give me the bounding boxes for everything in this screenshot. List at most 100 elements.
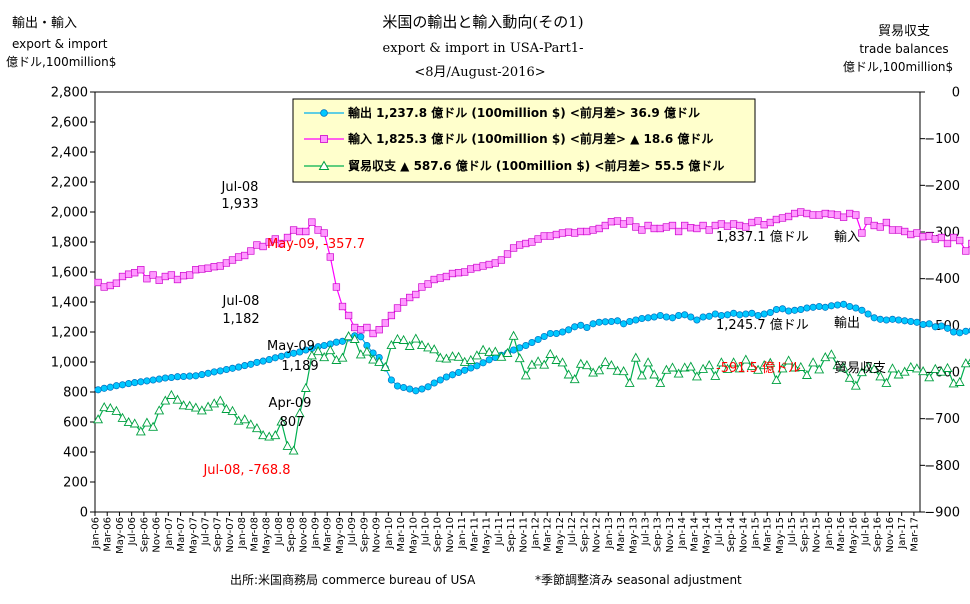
- data-point: [118, 272, 127, 281]
- data-point: [937, 233, 946, 242]
- data-point: [160, 395, 171, 405]
- x-tick-label: Mar-14: [689, 517, 700, 552]
- data-point: [100, 384, 108, 392]
- data-point: [630, 352, 641, 362]
- data-point: [905, 361, 916, 371]
- data-point: [282, 440, 293, 450]
- data-point: [325, 345, 336, 355]
- data-point: [753, 364, 764, 374]
- data-point: [235, 363, 243, 371]
- data-point: [137, 378, 145, 386]
- end-label-export-name: 輸出: [834, 316, 860, 331]
- x-tick-label: Jul-11: [494, 517, 505, 546]
- x-axis-ticks: Jan-06 Mar-06 May-06 Jul-06 Sep-06 Nov-06 Jan-…: [91, 512, 920, 554]
- data-point: [827, 210, 836, 218]
- data-point: [332, 338, 340, 346]
- left-axis-title-1: 輸出・輸入: [12, 16, 77, 31]
- data-point: [613, 217, 622, 225]
- data-point: [667, 362, 678, 372]
- data-point: [699, 221, 707, 230]
- data-point: [600, 356, 611, 366]
- data-point: [447, 351, 458, 361]
- data-point: [809, 303, 817, 311]
- data-point: [722, 363, 733, 373]
- data-point: [99, 402, 110, 412]
- data-point: [423, 342, 434, 352]
- data-point: [228, 364, 237, 372]
- data-point: [856, 367, 867, 377]
- data-point: [276, 416, 287, 426]
- data-point: [251, 423, 262, 433]
- data-point: [308, 218, 316, 226]
- data-point: [124, 270, 133, 278]
- data-point: [510, 346, 518, 354]
- data-point: [791, 209, 799, 218]
- data-point: [881, 377, 892, 387]
- data-point: [919, 233, 927, 241]
- data-point: [398, 334, 409, 344]
- x-tick-label: May-08: [262, 517, 273, 554]
- data-point: [467, 364, 475, 372]
- data-point: [674, 227, 683, 236]
- data-point: [247, 360, 255, 368]
- x-tick-label: Jul-12: [567, 517, 578, 546]
- data-point: [864, 217, 872, 225]
- right-tick-label: −700: [924, 412, 960, 427]
- data-point: [675, 311, 683, 320]
- data-point: [607, 317, 615, 326]
- data-point: [846, 302, 854, 311]
- data-point: [320, 341, 328, 350]
- data-point: [545, 348, 556, 358]
- right-tick-label: −900: [924, 506, 960, 521]
- x-tick-label: Nov-11: [518, 517, 529, 553]
- data-point: [94, 386, 102, 394]
- data-point: [870, 314, 878, 322]
- left-tick-label: 600: [63, 416, 88, 431]
- data-point: [943, 239, 952, 248]
- data-point: [436, 376, 444, 384]
- end-label-balance-value: -591.5 億ドル: [716, 360, 801, 376]
- data-point: [765, 357, 776, 367]
- data-point: [387, 376, 395, 384]
- data-point: [558, 328, 567, 336]
- data-point: [430, 275, 438, 284]
- data-point: [558, 229, 567, 237]
- left-tick-label: 800: [63, 386, 88, 401]
- data-point: [490, 346, 501, 356]
- data-point: [533, 356, 544, 366]
- legend-import-marker: [320, 135, 328, 143]
- data-point: [302, 227, 310, 236]
- data-point: [436, 274, 444, 282]
- data-point: [129, 418, 140, 428]
- data-point: [522, 341, 530, 350]
- data-point: [801, 369, 812, 379]
- data-point: [612, 365, 623, 375]
- data-point: [479, 262, 487, 270]
- x-tick-label: Sep-10: [433, 517, 444, 552]
- data-point: [601, 318, 609, 326]
- data-point: [473, 263, 481, 272]
- data-point: [179, 272, 188, 280]
- right-tick-label: 0: [952, 86, 960, 101]
- data-point: [736, 221, 744, 230]
- data-point: [650, 313, 658, 321]
- data-point: [766, 218, 774, 227]
- legend-import-label: 輸入 1,825.3 億ドル (100million $) <前月差> ▲ 18…: [348, 131, 713, 146]
- data-point: [400, 383, 408, 392]
- data-point: [563, 369, 574, 379]
- data-point: [546, 329, 554, 338]
- data-point: [681, 221, 689, 230]
- data-point: [399, 298, 408, 306]
- data-point: [300, 382, 311, 392]
- data-point: [259, 242, 267, 251]
- data-point: [685, 361, 696, 371]
- data-point: [118, 381, 127, 389]
- end-label-export-value: 1,245.7 億ドル: [716, 317, 809, 333]
- x-tick-label: May-13: [628, 517, 639, 554]
- data-point: [760, 221, 768, 229]
- data-point: [406, 385, 414, 393]
- data-point: [901, 227, 909, 236]
- data-point: [361, 346, 372, 356]
- annotation-export-low-value: 807: [280, 415, 305, 430]
- data-point: [656, 224, 664, 233]
